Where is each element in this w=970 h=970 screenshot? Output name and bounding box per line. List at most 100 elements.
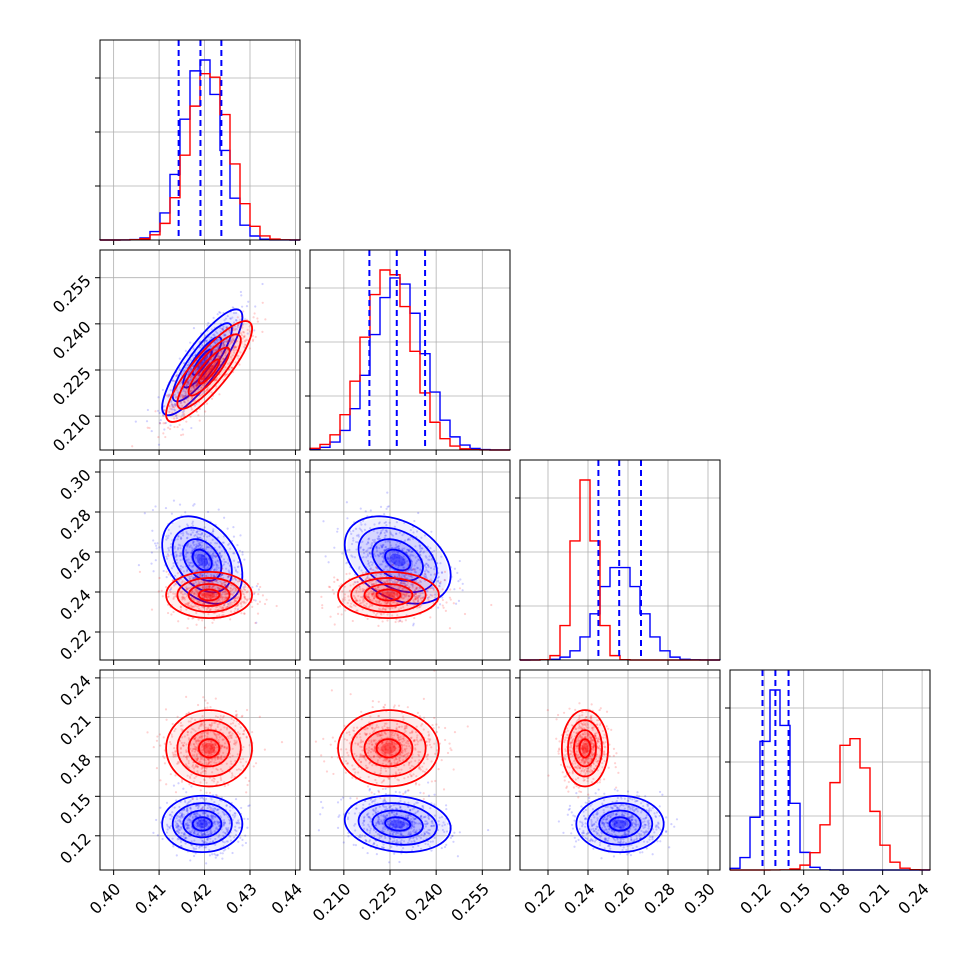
scatter-point xyxy=(388,602,391,605)
scatter-point xyxy=(239,318,242,321)
scatter-point xyxy=(192,564,195,568)
scatter-point xyxy=(165,538,168,541)
scatter-point xyxy=(196,560,199,564)
scatter-point xyxy=(180,813,184,816)
scatter-point xyxy=(402,593,406,596)
scatter-point xyxy=(148,426,151,430)
scatter-point xyxy=(426,587,429,590)
scatter-point xyxy=(211,368,214,371)
scatter-point xyxy=(405,594,408,597)
density-level xyxy=(168,573,250,617)
density-level xyxy=(196,819,208,828)
scatter-point xyxy=(177,815,180,818)
scatter-point xyxy=(415,586,418,589)
scatter-point xyxy=(205,841,208,844)
scatter-point xyxy=(214,816,217,819)
scatter-point xyxy=(214,733,217,736)
scatter-point xyxy=(165,801,169,804)
scatter-point xyxy=(201,377,204,380)
scatter-point xyxy=(236,316,239,319)
scatter-point xyxy=(242,331,246,334)
scatter-point xyxy=(391,587,394,590)
scatter-point xyxy=(201,383,204,386)
scatter-point xyxy=(195,804,198,807)
scatter-point xyxy=(376,600,379,603)
scatter-point xyxy=(419,545,422,549)
scatter-point xyxy=(386,505,389,508)
scatter-point xyxy=(370,604,374,607)
scatter-point xyxy=(457,579,460,583)
scatter-point xyxy=(413,589,416,592)
scatter-point xyxy=(201,586,204,589)
scatter-point xyxy=(410,568,413,572)
scatter-point xyxy=(200,833,204,837)
scatter-point xyxy=(209,370,212,373)
scatter-point xyxy=(194,737,197,740)
scatter-point xyxy=(191,591,194,594)
scatter-point xyxy=(177,831,181,835)
scatter-point xyxy=(221,738,224,741)
scatter-point xyxy=(221,587,224,591)
scatter-point xyxy=(196,765,199,768)
scatter-point xyxy=(197,607,201,610)
scatter-point xyxy=(175,389,178,392)
scatter-point xyxy=(217,355,220,358)
scatter-point xyxy=(199,723,202,726)
scatter-point xyxy=(377,624,380,627)
scatter-point xyxy=(381,545,384,548)
scatter-point xyxy=(358,567,361,570)
scatter-point xyxy=(231,316,234,319)
scatter-point xyxy=(192,831,196,834)
scatter-point xyxy=(221,358,224,361)
scatter-point xyxy=(217,835,220,838)
scatter-point xyxy=(190,582,193,585)
scatter-point xyxy=(216,586,219,589)
scatter-point xyxy=(171,837,174,840)
scatter-point xyxy=(191,748,195,751)
scatter-point xyxy=(382,607,385,610)
scatter-point xyxy=(224,317,228,320)
scatter-point xyxy=(224,606,227,609)
scatter-point xyxy=(386,591,390,594)
scatter-point xyxy=(184,553,188,556)
scatter-point xyxy=(375,545,378,548)
contour-line xyxy=(171,322,233,403)
scatter-point xyxy=(189,561,192,564)
scatter-point xyxy=(233,816,236,819)
scatter-point xyxy=(199,735,202,738)
scatter-point xyxy=(189,747,192,750)
scatter-point xyxy=(444,609,447,612)
scatter-point xyxy=(216,808,220,811)
scatter-point xyxy=(399,581,402,584)
scatter-panel-2-0 xyxy=(137,499,278,630)
scatter-point xyxy=(356,580,359,584)
scatter-point xyxy=(222,818,226,822)
scatter-point xyxy=(419,605,422,608)
scatter-point xyxy=(216,600,219,603)
scatter-point xyxy=(367,561,370,564)
scatter-point xyxy=(180,373,183,376)
scatter-point xyxy=(236,590,239,593)
scatter-point xyxy=(209,608,212,611)
scatter-point xyxy=(380,593,384,597)
scatter-point xyxy=(253,312,256,315)
scatter-point xyxy=(218,545,221,548)
scatter-point xyxy=(242,330,245,334)
scatter-point xyxy=(223,590,226,594)
panel-2-2 xyxy=(515,460,720,665)
scatter-point xyxy=(151,529,154,532)
scatter-point xyxy=(195,587,198,590)
scatter-point xyxy=(166,823,169,826)
scatter-point xyxy=(227,829,230,832)
scatter-point xyxy=(213,852,216,856)
scatter-point xyxy=(411,586,414,589)
scatter-point xyxy=(212,574,215,577)
scatter-point xyxy=(226,592,229,596)
scatter-point xyxy=(215,361,218,364)
scatter-point xyxy=(183,799,187,802)
scatter-point xyxy=(398,531,401,534)
scatter-point xyxy=(217,812,220,815)
scatter-point xyxy=(217,338,220,341)
scatter-point xyxy=(208,551,211,555)
scatter-point xyxy=(210,740,213,743)
